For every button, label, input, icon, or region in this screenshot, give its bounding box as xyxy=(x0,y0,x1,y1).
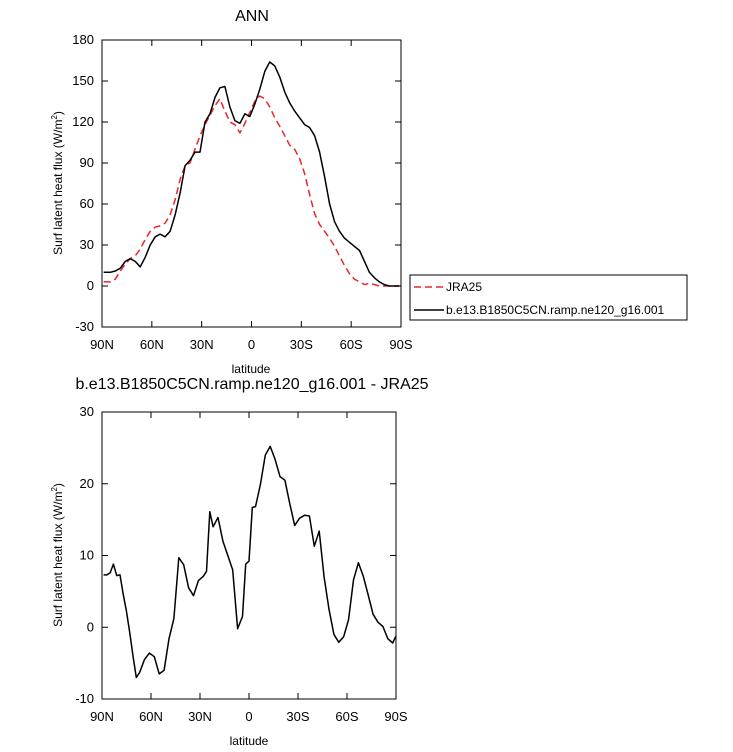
bottom-x-tick-label: 30N xyxy=(188,709,212,724)
top-y-tick-label: 90 xyxy=(80,155,94,170)
bottom-x-tick-label: 30S xyxy=(286,709,309,724)
top-axis-ticks: -30 0 30 60 90 120 150 180 90N 60N 30N 0 30S 60S 90S xyxy=(72,32,413,352)
top-y-tick-label: 150 xyxy=(72,73,94,88)
top-y-tick-label: -30 xyxy=(75,319,94,334)
top-plot-area xyxy=(101,39,402,328)
bottom-y-tick-label: 30 xyxy=(80,404,94,419)
bottom-y-tick-label: 0 xyxy=(87,619,94,634)
top-y-axis-label: Surf latent heat flux (W/m2) xyxy=(50,111,65,255)
top-chart: ANN latitude Surf latent heat flux (W/m2… xyxy=(50,8,413,376)
top-y-tick-label: 120 xyxy=(72,114,94,129)
top-series-lines xyxy=(103,61,400,287)
top-y-tick-label: 180 xyxy=(72,32,94,47)
bottom-series-line-1 xyxy=(103,445,397,679)
bottom-y-axis-label-main: Surf latent heat flux (W/m xyxy=(51,492,65,627)
bottom-series-lines xyxy=(103,445,397,679)
bottom-chart-title: b.e13.B1850C5CN.ramp.ne120_g16.001 - JRA… xyxy=(75,376,428,393)
top-x-tick-label: 0 xyxy=(248,337,255,352)
top-y-tick-label: 60 xyxy=(80,196,94,211)
top-y-tick-label: 30 xyxy=(80,237,94,252)
legend-box xyxy=(409,274,688,321)
top-x-tick-label: 30S xyxy=(290,337,313,352)
bottom-x-tick-label: 90N xyxy=(90,709,114,724)
top-x-tick-label: 60S xyxy=(340,337,363,352)
bottom-x-tick-label: 0 xyxy=(245,709,252,724)
top-y-axis-label-sup: 2 xyxy=(50,115,59,120)
bottom-chart: b.e13.B1850C5CN.ramp.ne120_g16.001 - JRA… xyxy=(50,376,429,748)
bottom-axis-ticks: -10 0 10 20 30 90N 60N 30N 0 30S 60S 90S xyxy=(75,404,408,724)
top-y-axis-label-end: ) xyxy=(51,111,65,115)
top-x-tick-label: 90N xyxy=(90,337,114,352)
top-y-axis-label-main: Surf latent heat flux (W/m xyxy=(51,120,65,255)
top-x-tick-label: 30N xyxy=(190,337,214,352)
bottom-y-tick-label: -10 xyxy=(75,691,94,706)
bottom-x-tick-label: 60S xyxy=(335,709,358,724)
top-x-axis-label: latitude xyxy=(232,362,271,376)
bottom-y-axis-label: Surf latent heat flux (W/m2) xyxy=(50,483,65,627)
top-series-line-1 xyxy=(103,95,400,287)
bottom-y-tick-label: 10 xyxy=(80,548,94,563)
top-x-tick-label: 90S xyxy=(389,337,412,352)
bottom-x-tick-label: 90S xyxy=(384,709,407,724)
bottom-y-axis-label-sup: 2 xyxy=(50,487,59,492)
top-y-tick-label: 0 xyxy=(87,278,94,293)
legend: JRA25 b.e13.B1850C5CN.ramp.ne120_g16.001 xyxy=(409,274,688,321)
bottom-y-axis-label-end: ) xyxy=(51,483,65,487)
top-x-tick-label: 60N xyxy=(140,337,164,352)
bottom-x-tick-label: 60N xyxy=(139,709,163,724)
legend-label-jra25: JRA25 xyxy=(446,280,482,294)
bottom-x-axis-label: latitude xyxy=(230,734,269,748)
top-series-line-2 xyxy=(103,61,400,287)
bottom-y-tick-label: 20 xyxy=(80,476,94,491)
top-plot-frame xyxy=(101,39,402,328)
legend-label-model: b.e13.B1850C5CN.ramp.ne120_g16.001 xyxy=(446,303,664,317)
top-chart-title: ANN xyxy=(235,8,269,25)
